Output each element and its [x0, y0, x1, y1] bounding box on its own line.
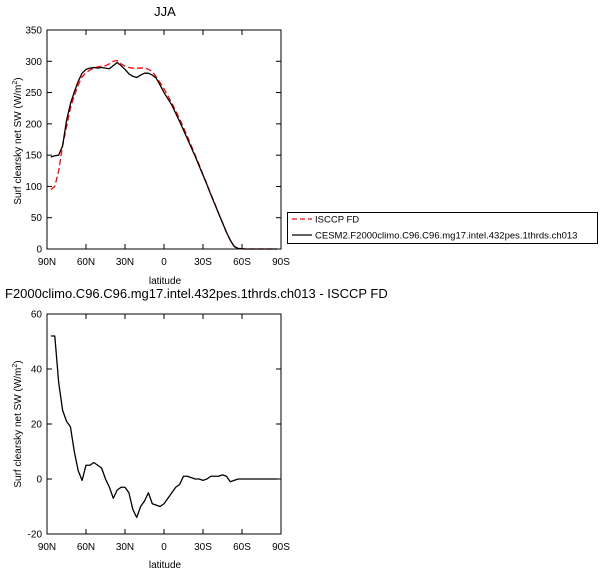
bottom-x-tick-label: 30S: [194, 542, 212, 553]
bottom-y-axis-label-text: Surf clearsky net SW (W/m: [13, 368, 24, 488]
top-x-axis-label: latitude: [149, 276, 182, 287]
bottom-y-axis-label-exp: 2: [12, 364, 19, 368]
bottom-x-tick-label: 60S: [233, 542, 251, 553]
bottom-x-tick-label: 90S: [272, 542, 290, 553]
top-x-tick-label: 60N: [77, 257, 95, 268]
legend-label-cesm: CESM2.F2000climo.C96.C96.mg17.intel.432p…: [315, 231, 577, 242]
top-y-tick-label: 200: [25, 119, 42, 130]
top-y-tick-label: 300: [25, 57, 42, 68]
bottom-series-line-0: [50, 335, 278, 519]
top-y-tick-label: 150: [25, 151, 42, 162]
top-series-line-1: [50, 61, 278, 250]
legend: ISCCP FD CESM2.F2000climo.C96.C96.mg17.i…: [287, 212, 598, 244]
bottom-series: [50, 335, 278, 519]
bottom-panel: F2000climo.C96.C96.mg17.intel.432pes.1th…: [5, 286, 388, 571]
bottom-y-tick-label: -20: [28, 530, 43, 541]
top-y-axis-label-close: ): [13, 77, 24, 80]
bottom-y-axis-label: Surf clearsky net SW (W/m2): [12, 360, 24, 487]
legend-label-isccp: ISCCP FD: [315, 215, 359, 226]
top-y-tick-label: 50: [31, 213, 43, 224]
top-x-tick-label: 30S: [194, 257, 212, 268]
top-y-tick-label: 0: [36, 245, 42, 256]
bottom-x-axis-label: latitude: [149, 560, 182, 571]
top-x-tick-label: 90N: [38, 257, 56, 268]
top-series: [50, 60, 278, 250]
bottom-plot-frame: [46, 313, 282, 535]
top-x-tick-label: 30N: [116, 257, 134, 268]
top-ticks: 90N 60N 30N 0 30S 60S 90S 0 50 100 150 200 250 300 350: [25, 26, 290, 269]
top-y-tick-label: 350: [25, 26, 42, 37]
top-y-axis-label-text: Surf clearsky net SW (W/m: [13, 85, 24, 205]
top-panel-title: JJA: [154, 4, 176, 19]
top-x-tick-label: 60S: [233, 257, 251, 268]
bottom-x-tick-label: 60N: [77, 542, 95, 553]
top-y-tick-label: 250: [25, 88, 42, 99]
bottom-x-tick-label: 30N: [116, 542, 134, 553]
bottom-y-tick-label: 0: [36, 475, 42, 486]
bottom-y-tick-label: 40: [31, 365, 43, 376]
bottom-x-tick-label: 90N: [38, 542, 56, 553]
top-y-axis-label-exp: 2: [12, 81, 19, 85]
legend-box: [287, 212, 598, 244]
top-plot-frame: [46, 29, 282, 250]
bottom-panel-title: F2000climo.C96.C96.mg17.intel.432pes.1th…: [5, 286, 388, 301]
top-x-tick-label: 0: [161, 257, 167, 268]
top-series-line-0: [50, 60, 278, 250]
bottom-y-tick-label: 60: [31, 310, 43, 321]
bottom-ticks: 90N 60N 30N 0 30S 60S 90S -20 0 20 40 60: [28, 310, 291, 554]
bottom-y-tick-label: 20: [31, 420, 43, 431]
top-panel: JJA 90N 60N 30N 0 30S 60S 90S 0 50 100 150 200 250 30…: [12, 4, 290, 287]
top-y-tick-label: 100: [25, 182, 42, 193]
bottom-y-axis-label-close: ): [13, 360, 24, 363]
top-y-axis-label: Surf clearsky net SW (W/m2): [12, 77, 24, 204]
top-x-tick-label: 90S: [272, 257, 290, 268]
bottom-x-tick-label: 0: [161, 542, 167, 553]
